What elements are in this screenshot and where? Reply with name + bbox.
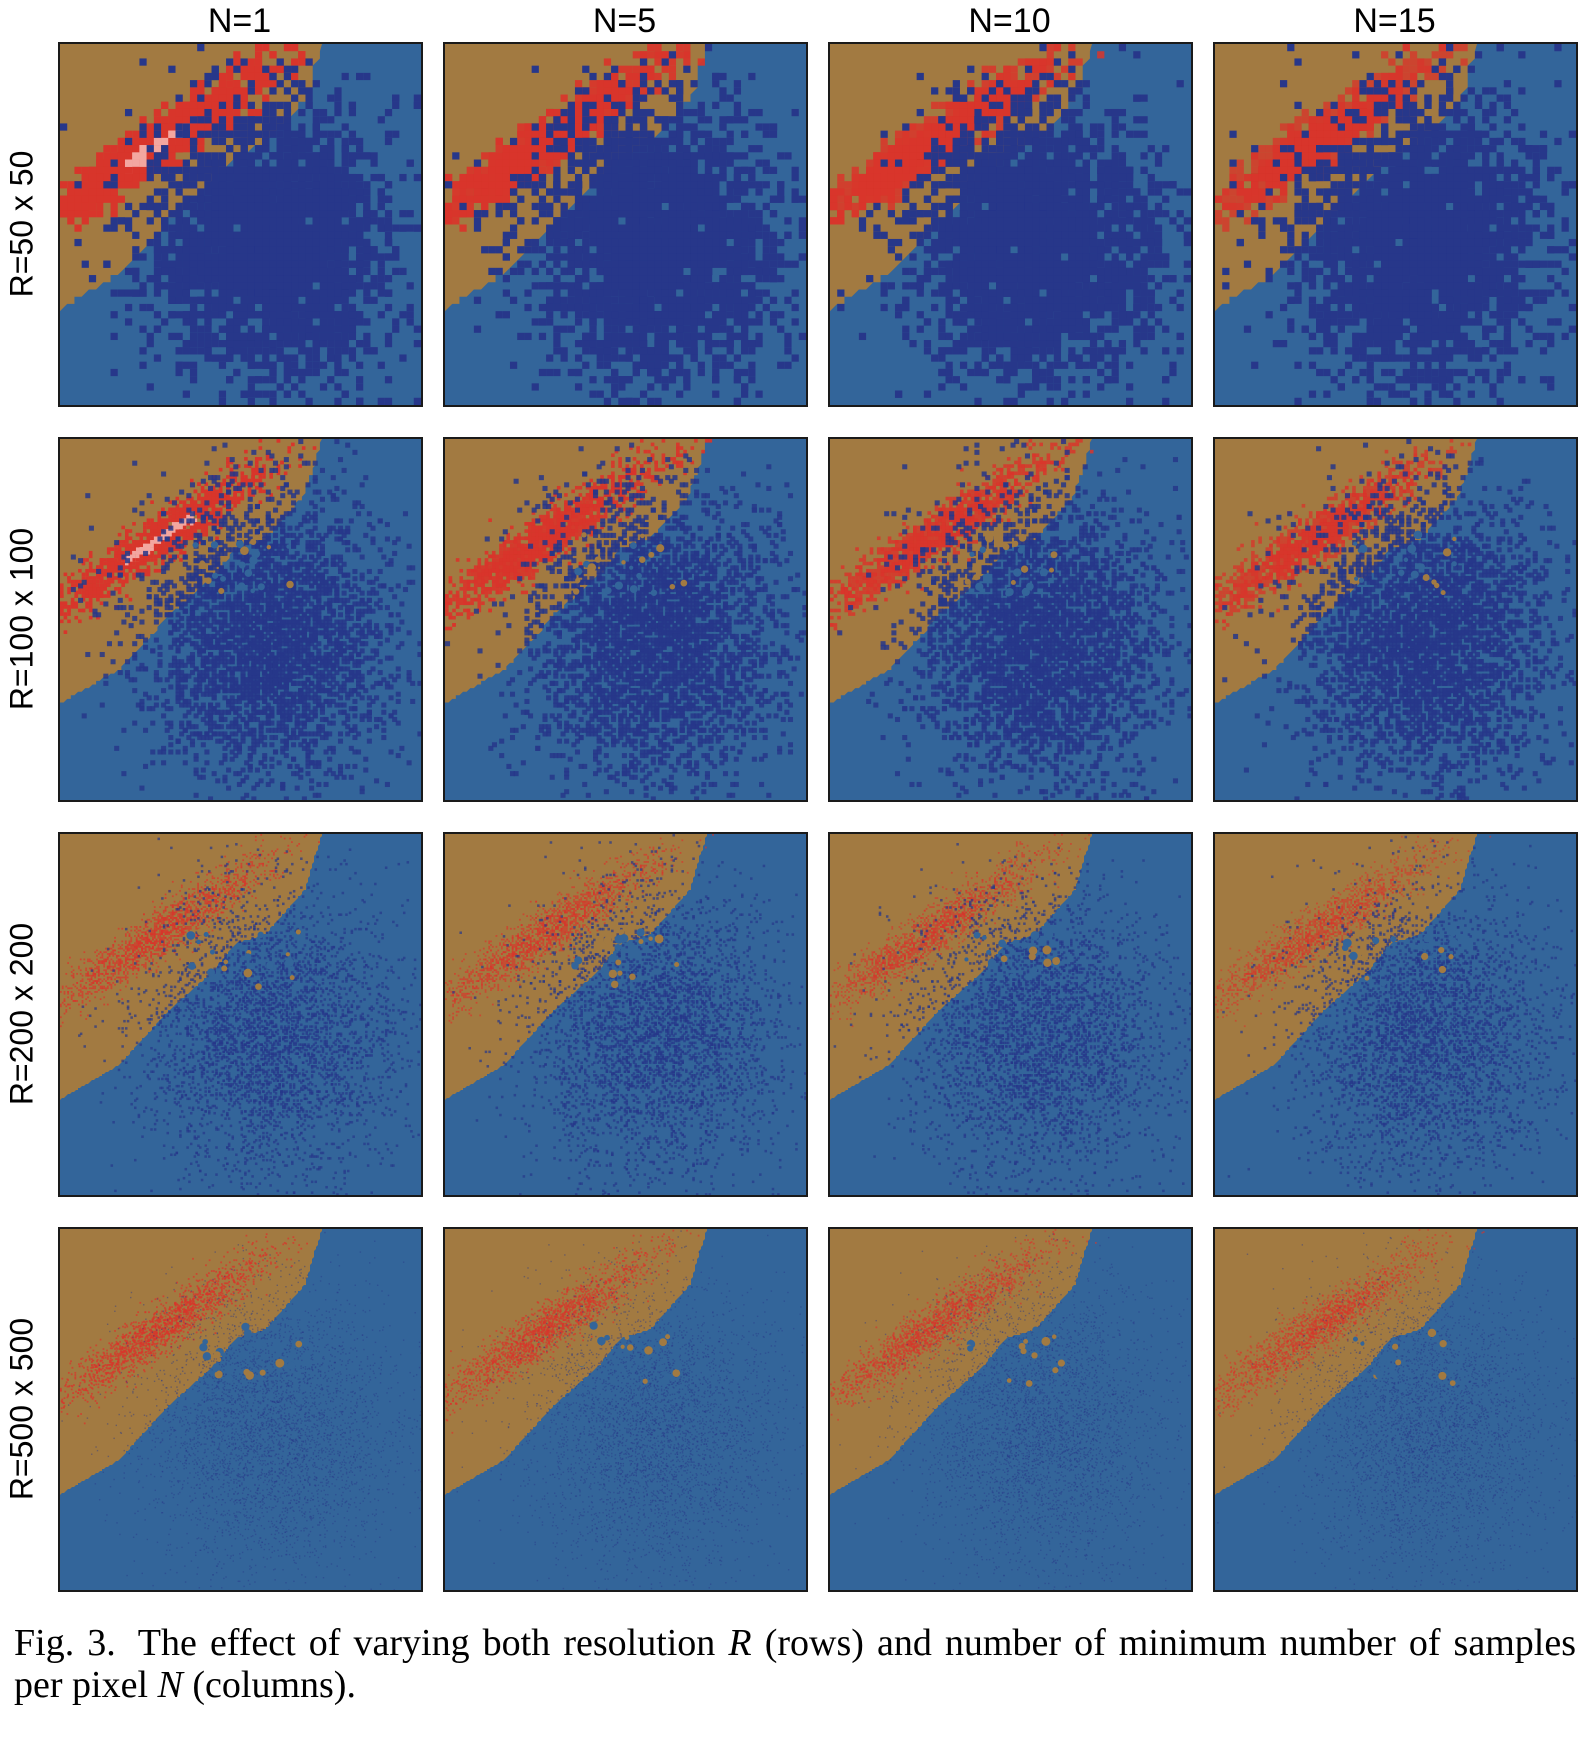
row-label-r50: R=50 x 50 bbox=[0, 42, 44, 405]
decision-map bbox=[445, 439, 806, 800]
panel-r500-n1 bbox=[58, 1227, 423, 1592]
decision-map bbox=[830, 44, 1191, 405]
panel-r50-n1 bbox=[58, 42, 423, 407]
decision-map bbox=[1215, 439, 1576, 800]
panel-r500-n5 bbox=[443, 1227, 808, 1592]
panel-r100-n15 bbox=[1213, 437, 1578, 802]
panel-r50-n10 bbox=[828, 42, 1193, 407]
row-label-text: R=50 x 50 bbox=[4, 150, 41, 297]
panel-r200-n15 bbox=[1213, 832, 1578, 1197]
panel-r200-n10 bbox=[828, 832, 1193, 1197]
decision-map bbox=[1215, 1229, 1576, 1590]
decision-map bbox=[60, 1229, 421, 1590]
panel-r50-n15 bbox=[1213, 42, 1578, 407]
row-label-r200: R=200 x 200 bbox=[0, 832, 44, 1195]
decision-map bbox=[1215, 834, 1576, 1195]
row-label-r500: R=500 x 500 bbox=[0, 1227, 44, 1590]
caption-var-r: R bbox=[728, 1622, 751, 1664]
decision-map bbox=[60, 44, 421, 405]
panel-r200-n1 bbox=[58, 832, 423, 1197]
decision-map bbox=[830, 439, 1191, 800]
decision-map bbox=[445, 834, 806, 1195]
decision-map bbox=[60, 834, 421, 1195]
panel-r50-n5 bbox=[443, 42, 808, 407]
caption-text-1: The effect of varying both resolution bbox=[138, 1622, 729, 1664]
caption-var-n: N bbox=[158, 1664, 183, 1706]
decision-map bbox=[830, 1229, 1191, 1590]
panel-r100-n1 bbox=[58, 437, 423, 802]
decision-map bbox=[445, 44, 806, 405]
caption-prefix: Fig. 3. bbox=[14, 1622, 116, 1664]
caption-text-3: (columns). bbox=[183, 1664, 356, 1706]
panel-r500-n10 bbox=[828, 1227, 1193, 1592]
column-label-n1: N=1 bbox=[58, 0, 421, 40]
panel-r100-n5 bbox=[443, 437, 808, 802]
row-label-text: R=100 x 100 bbox=[4, 527, 41, 709]
decision-map bbox=[830, 834, 1191, 1195]
figure-caption: Fig. 3. The effect of varying both resolu… bbox=[14, 1622, 1576, 1706]
decision-map bbox=[445, 1229, 806, 1590]
decision-map bbox=[60, 439, 421, 800]
row-label-text: R=500 x 500 bbox=[4, 1317, 41, 1499]
panel-r200-n5 bbox=[443, 832, 808, 1197]
column-label-n15: N=15 bbox=[1213, 0, 1576, 40]
panel-r100-n10 bbox=[828, 437, 1193, 802]
panel-r500-n15 bbox=[1213, 1227, 1578, 1592]
row-label-text: R=200 x 200 bbox=[4, 922, 41, 1104]
row-label-r100: R=100 x 100 bbox=[0, 437, 44, 800]
decision-map bbox=[1215, 44, 1576, 405]
column-label-n10: N=10 bbox=[828, 0, 1191, 40]
column-label-n5: N=5 bbox=[443, 0, 806, 40]
